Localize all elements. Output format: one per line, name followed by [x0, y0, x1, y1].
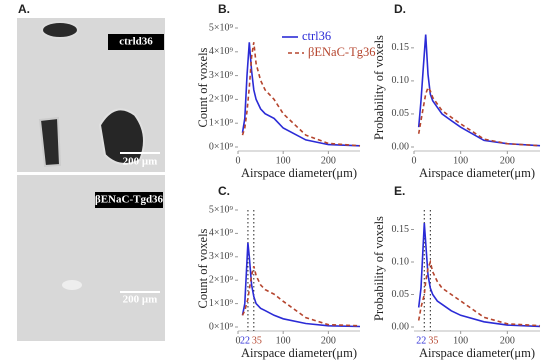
y-axis-label: Probability of voxels	[372, 35, 386, 140]
x-axis-label: Airspace diameter(μm)	[419, 346, 535, 360]
y-tick-label: 4×10⁹	[209, 228, 234, 239]
image-caption: ctrld36	[119, 36, 153, 48]
series-line	[241, 42, 361, 147]
x-axis-label: Airspace diameter(μm)	[419, 166, 535, 180]
y-tick-label: 2×10⁹	[209, 274, 234, 285]
y-axis-label: Count of voxels	[196, 47, 210, 127]
y-tick-label: 0.00	[392, 141, 410, 152]
series-line	[241, 42, 361, 147]
reference-label: 35	[252, 335, 262, 346]
x-tick-label: 100	[453, 155, 468, 166]
x-tick-label: 0	[236, 155, 241, 166]
y-tick-label: 0.15	[392, 42, 410, 53]
vessel	[98, 108, 145, 165]
panel-label: B.	[218, 2, 230, 16]
y-tick-label: 0.00	[392, 321, 410, 332]
legend-label: βENaC-Tg36	[308, 45, 375, 59]
reference-label: 35	[428, 335, 438, 346]
y-tick-label: 0.15	[392, 224, 410, 235]
series-line	[241, 242, 361, 328]
reference-label: 22	[416, 335, 426, 346]
scale-label: 200 μm	[123, 156, 158, 168]
panel-label: D.	[394, 2, 406, 16]
image-caption: βENaC-Tgd36	[95, 194, 164, 206]
panel-label: C.	[218, 184, 230, 198]
series-line	[417, 259, 541, 327]
x-axis-label: Airspace diameter(μm)	[241, 346, 357, 360]
x-tick-label: 200	[500, 155, 515, 166]
x-tick-label: 100	[453, 335, 468, 346]
x-tick-label: 200	[500, 335, 515, 346]
y-tick-label: 0.10	[392, 75, 410, 86]
x-tick-label: 0	[412, 155, 417, 166]
y-tick-label: 5×10⁹	[209, 22, 234, 33]
x-tick-label: 200	[321, 155, 336, 166]
legend-label: ctrl36	[302, 29, 331, 43]
scale-label: 200 μm	[123, 294, 158, 306]
y-tick-label: 3×10⁹	[209, 70, 234, 81]
y-tick-label: 3×10⁹	[209, 251, 234, 262]
y-tick-label: 0.05	[392, 289, 410, 300]
series-line	[417, 222, 541, 328]
x-tick-label: 100	[276, 335, 291, 346]
reference-label: 22	[240, 335, 250, 346]
vessel	[38, 116, 62, 168]
x-axis-label: Airspace diameter(μm)	[241, 166, 357, 180]
vessel	[62, 280, 82, 290]
x-tick-label: 200	[321, 335, 336, 346]
caption-box	[95, 192, 163, 208]
y-tick-label: 1×10⁹	[209, 117, 234, 128]
x-tick-label: 0	[236, 335, 241, 346]
caption-box	[108, 34, 164, 50]
y-tick-label: 0×10⁹	[209, 321, 234, 332]
y-tick-label: 2×10⁹	[209, 94, 234, 105]
y-tick-label: 0×10⁹	[209, 141, 234, 152]
y-tick-label: 0.10	[392, 256, 410, 267]
panel-label: A.	[18, 2, 30, 16]
y-tick-label: 5×10⁹	[209, 204, 234, 215]
y-axis-label: Count of voxels	[196, 228, 210, 308]
series-line	[417, 34, 541, 147]
x-tick-label: 100	[276, 155, 291, 166]
airway	[41, 21, 79, 39]
series-line	[241, 266, 361, 327]
y-tick-label: 4×10⁹	[209, 46, 234, 57]
series-line	[417, 85, 541, 147]
y-tick-label: 0.05	[392, 108, 410, 119]
y-tick-label: 1×10⁹	[209, 298, 234, 309]
panel-label: E.	[394, 184, 405, 198]
y-axis-label: Probability of voxels	[372, 216, 386, 321]
